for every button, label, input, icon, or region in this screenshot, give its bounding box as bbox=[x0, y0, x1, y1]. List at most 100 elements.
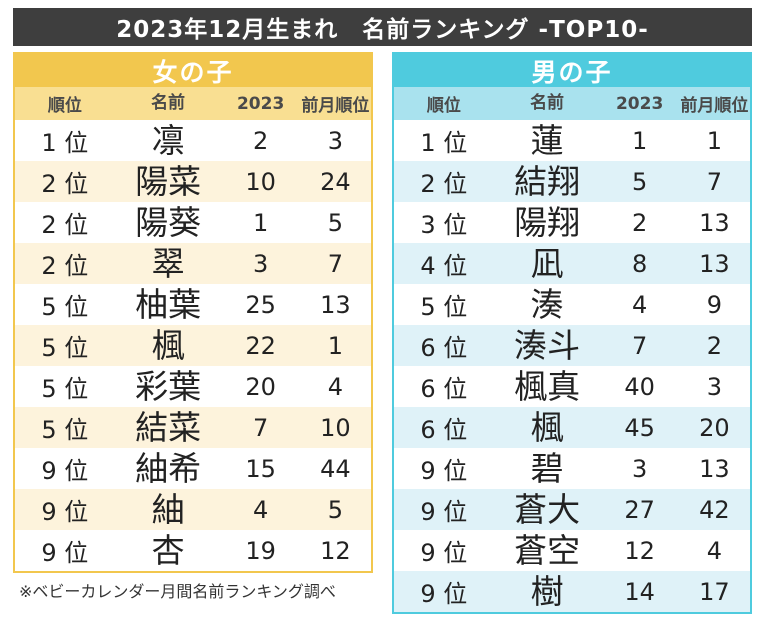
prev-cell: 7 bbox=[706, 167, 723, 196]
name-cell: 凛 bbox=[151, 121, 185, 160]
y2023-cell: 2 bbox=[252, 126, 269, 155]
y2023-cell: 22 bbox=[245, 331, 276, 360]
column-header-prev-month: 前月順位 bbox=[301, 96, 370, 116]
rank-cell: 9 位 bbox=[41, 457, 89, 485]
prev-cell: 9 bbox=[706, 290, 723, 319]
prev-cell: 24 bbox=[320, 167, 351, 196]
name-cell: 結菜 bbox=[135, 408, 202, 447]
boys-table-title: 男の子 bbox=[394, 54, 750, 87]
y2023-cell: 2 bbox=[631, 208, 648, 237]
rank-cell: 6 位 bbox=[420, 375, 468, 403]
table-row: 4 位 凪 8 13 bbox=[394, 243, 750, 284]
table-row: 6 位 湊斗 7 2 bbox=[394, 325, 750, 366]
name-cell: 楓 bbox=[151, 326, 185, 365]
table-row: 5 位 柚葉 25 13 bbox=[15, 284, 371, 325]
y2023-cell: 10 bbox=[245, 167, 276, 196]
name-cell: 紬希 bbox=[135, 449, 202, 488]
name-cell: 湊斗 bbox=[514, 326, 581, 365]
rank-cell: 9 位 bbox=[41, 539, 89, 567]
name-cell: 凪 bbox=[530, 244, 564, 283]
y2023-cell: 12 bbox=[624, 536, 655, 565]
rank-cell: 2 位 bbox=[41, 252, 89, 280]
y2023-cell: 3 bbox=[631, 454, 648, 483]
y2023-cell: 7 bbox=[252, 413, 269, 442]
table-row: 6 位 楓真 40 3 bbox=[394, 366, 750, 407]
y2023-cell: 1 bbox=[631, 126, 648, 155]
y2023-cell: 19 bbox=[245, 536, 276, 565]
prev-cell: 4 bbox=[706, 536, 723, 565]
prev-cell: 10 bbox=[320, 413, 351, 442]
rank-cell: 3 位 bbox=[420, 211, 468, 239]
y2023-cell: 45 bbox=[624, 413, 655, 442]
prev-cell: 20 bbox=[699, 413, 730, 442]
column-header-prev-month: 前月順位 bbox=[680, 96, 749, 116]
prev-cell: 7 bbox=[327, 249, 344, 278]
rank-cell: 5 位 bbox=[41, 334, 89, 362]
y2023-cell: 25 bbox=[245, 290, 276, 319]
table-row: 5 位 楓 22 1 bbox=[15, 325, 371, 366]
table-row: 2 位 結翔 5 7 bbox=[394, 161, 750, 202]
rank-cell: 9 位 bbox=[420, 457, 468, 485]
name-cell: 陽葵 bbox=[135, 203, 202, 242]
table-row: 1 位 凛 2 3 bbox=[15, 120, 371, 161]
prev-cell: 1 bbox=[327, 331, 344, 360]
rank-cell: 2 位 bbox=[420, 170, 468, 198]
rank-cell: 1 位 bbox=[41, 129, 89, 157]
column-header-2023: 2023 bbox=[615, 93, 664, 114]
name-cell: 湊 bbox=[530, 285, 564, 324]
prev-cell: 3 bbox=[706, 372, 723, 401]
rank-cell: 5 位 bbox=[420, 293, 468, 321]
rank-cell: 1 位 bbox=[420, 129, 468, 157]
name-cell: 結翔 bbox=[514, 162, 581, 201]
prev-cell: 3 bbox=[327, 126, 344, 155]
prev-cell: 44 bbox=[320, 454, 351, 483]
rank-cell: 2 位 bbox=[41, 170, 89, 198]
column-header-rank: 順位 bbox=[47, 96, 82, 116]
table-row: 9 位 蒼空 12 4 bbox=[394, 530, 750, 571]
source-note: ※ベビーカレンダー月間名前ランキング調べ bbox=[19, 582, 336, 601]
prev-cell: 12 bbox=[320, 536, 351, 565]
rank-cell: 5 位 bbox=[41, 293, 89, 321]
name-cell: 樹 bbox=[530, 572, 564, 611]
name-cell: 蒼大 bbox=[514, 490, 581, 529]
boys-rows: 1 位 蓮 1 1 2 位 結翔 5 7 3 位 陽翔 2 13 4 位 凪 8 13 5 位 湊 4 9 6 位 湊斗 7… bbox=[394, 120, 750, 612]
rank-cell: 9 位 bbox=[420, 580, 468, 608]
name-cell: 柚葉 bbox=[135, 285, 202, 324]
prev-cell: 5 bbox=[327, 208, 344, 237]
rank-cell: 9 位 bbox=[41, 498, 89, 526]
name-cell: 翠 bbox=[151, 244, 185, 283]
rank-cell: 4 位 bbox=[420, 252, 468, 280]
table-row: 9 位 蒼大 27 42 bbox=[394, 489, 750, 530]
y2023-cell: 15 bbox=[245, 454, 276, 483]
page-title-text: 2023年12月生まれ 名前ランキング -TOP10- bbox=[116, 17, 649, 43]
prev-cell: 1 bbox=[706, 126, 723, 155]
name-cell: 陽菜 bbox=[135, 162, 202, 201]
rank-cell: 2 位 bbox=[41, 211, 89, 239]
rank-cell: 9 位 bbox=[420, 539, 468, 567]
name-cell: 杏 bbox=[151, 531, 185, 570]
y2023-cell: 4 bbox=[631, 290, 648, 319]
column-header-name: 名前 bbox=[151, 93, 186, 113]
y2023-cell: 1 bbox=[252, 208, 269, 237]
prev-cell: 13 bbox=[699, 208, 730, 237]
table-row: 9 位 碧 3 13 bbox=[394, 448, 750, 489]
column-header-rank: 順位 bbox=[426, 96, 461, 116]
table-row: 5 位 結菜 7 10 bbox=[15, 407, 371, 448]
prev-cell: 42 bbox=[699, 495, 730, 524]
y2023-cell: 4 bbox=[252, 495, 269, 524]
y2023-cell: 27 bbox=[624, 495, 655, 524]
y2023-cell: 7 bbox=[631, 331, 648, 360]
name-cell: 陽翔 bbox=[514, 203, 581, 242]
table-row: 5 位 湊 4 9 bbox=[394, 284, 750, 325]
table-row: 2 位 陽菜 10 24 bbox=[15, 161, 371, 202]
girls-table-title: 女の子 bbox=[15, 54, 371, 87]
y2023-cell: 5 bbox=[631, 167, 648, 196]
name-cell: 蒼空 bbox=[514, 531, 581, 570]
prev-cell: 17 bbox=[699, 577, 730, 606]
